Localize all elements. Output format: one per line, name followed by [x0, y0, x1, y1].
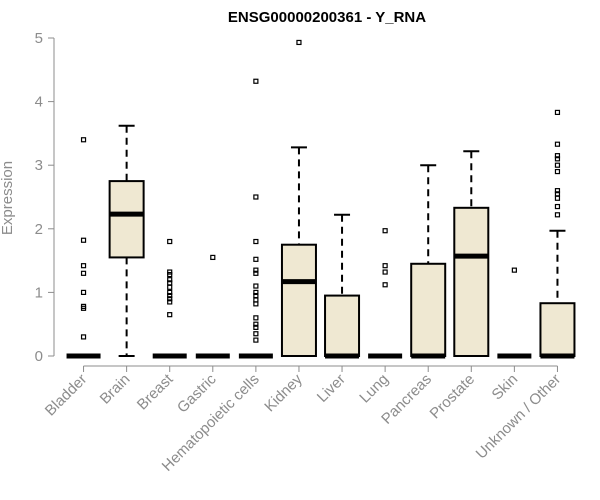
- outlier-point: [554, 188, 561, 194]
- outlier-point: [253, 270, 259, 276]
- outlier-point: [210, 254, 216, 261]
- outlier-point: [167, 289, 173, 295]
- outlier-point: [554, 141, 561, 147]
- outlier-point: [253, 194, 259, 200]
- outlier-point: [253, 321, 259, 327]
- outlier-point: [167, 271, 173, 278]
- x-tick-label: Bladder: [42, 371, 91, 420]
- box-body: [324, 294, 361, 357]
- outlier-point: [554, 109, 561, 116]
- y-tick-label: 4: [35, 94, 43, 111]
- box-body: [108, 180, 145, 259]
- box-bladder: [66, 137, 101, 359]
- x-tick-label: Skin: [489, 371, 522, 404]
- outlier-point: [167, 312, 173, 318]
- outlier-point: [80, 270, 87, 276]
- x-tick-label: Kidney: [261, 370, 306, 415]
- outlier-point: [253, 238, 259, 245]
- box-brain: [108, 124, 145, 357]
- outlier-point: [80, 237, 87, 243]
- box-body: [280, 243, 317, 357]
- box-pancreas: [410, 164, 447, 359]
- outlier-point: [511, 267, 517, 273]
- y-tick-label: 1: [35, 284, 43, 301]
- outlier-point: [554, 203, 561, 210]
- y-tick-label: 5: [35, 30, 43, 47]
- box-body: [539, 302, 576, 358]
- outlier-point: [167, 296, 173, 302]
- outlier-point: [167, 238, 173, 245]
- outlier-point: [80, 305, 87, 311]
- x-tick-label: Lung: [356, 371, 392, 407]
- outlier-point: [253, 301, 259, 307]
- outlier-point: [554, 168, 561, 175]
- outlier-point: [253, 78, 259, 84]
- box-skin: [497, 267, 532, 359]
- y-tick-label: 0: [35, 348, 43, 365]
- y-axis: 0 1 2 3 4 5: [35, 30, 55, 365]
- outlier-point: [554, 156, 561, 162]
- box-gastric: [195, 254, 230, 359]
- box-body: [453, 206, 490, 357]
- outlier-point: [382, 263, 388, 269]
- y-tick-label: 2: [35, 221, 43, 238]
- outlier-point: [80, 137, 87, 143]
- outlier-point: [382, 228, 388, 234]
- outlier-point: [296, 39, 302, 46]
- box-unknown-other: [539, 109, 576, 359]
- outlier-point: [253, 337, 259, 343]
- outlier-point: [167, 292, 173, 299]
- outlier-point: [80, 289, 87, 295]
- box-lung: [368, 228, 403, 359]
- box-breast: [152, 238, 187, 359]
- outlier-point: [554, 153, 561, 159]
- chart-title: ENSG00000200361 - Y_RNA: [228, 9, 426, 26]
- y-axis-label: Expression: [0, 161, 16, 235]
- outlier-point: [253, 289, 259, 295]
- plot-area: [66, 39, 576, 359]
- outlier-point: [80, 263, 87, 269]
- outlier-point: [382, 269, 388, 275]
- x-tick-label: Brain: [97, 371, 134, 408]
- outlier-point: [167, 277, 173, 283]
- outlier-point: [253, 256, 259, 262]
- x-tick-label: Breast: [134, 370, 177, 413]
- outlier-point: [167, 299, 173, 305]
- box-liver: [324, 213, 361, 359]
- box-hematopoietic-cells: [238, 78, 273, 359]
- x-tick-label: Liver: [314, 371, 349, 406]
- box-kidney: [280, 39, 317, 357]
- outlier-point: [554, 212, 561, 218]
- outlier-point: [382, 282, 388, 288]
- outlier-point: [253, 324, 259, 330]
- outlier-point: [253, 283, 259, 289]
- outlier-point: [253, 315, 259, 321]
- outlier-point: [554, 195, 561, 201]
- outlier-point: [167, 284, 173, 290]
- outlier-point: [253, 331, 259, 337]
- box-body: [410, 262, 447, 357]
- x-tick-label: Prostate: [427, 371, 479, 423]
- box-prostate: [453, 150, 490, 357]
- outlier-point: [554, 162, 561, 168]
- outlier-point: [253, 267, 259, 273]
- y-tick-label: 3: [35, 157, 43, 174]
- outlier-point: [80, 334, 87, 340]
